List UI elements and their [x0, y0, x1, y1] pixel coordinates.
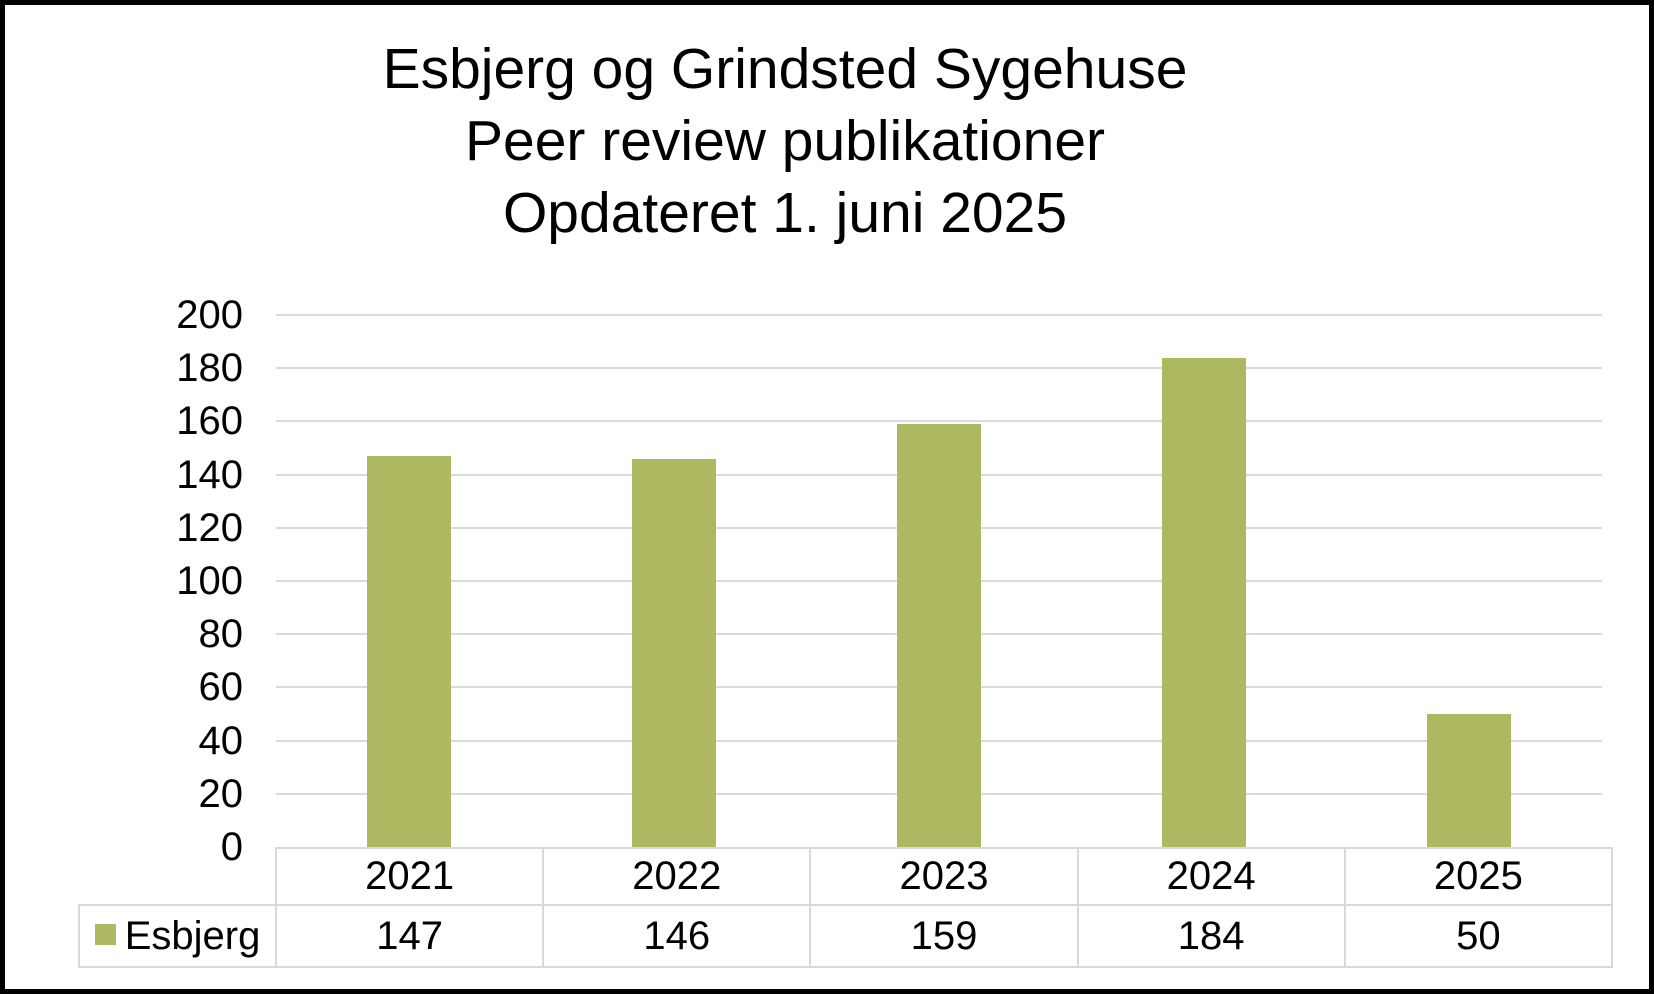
y-tick-label: 20: [198, 771, 244, 816]
y-axis: 200 180 160 140 120 100 80 60 40 20 0: [5, 295, 244, 887]
table-value-cell: 50: [1343, 904, 1613, 968]
table-value-cell: 147: [274, 904, 545, 968]
data-table: 2021 2022 2023 2024 2025 Esbjerg 147 146 159 184 5…: [78, 847, 1613, 968]
y-tick-label: 100: [176, 559, 243, 603]
table-value-cell: 146: [542, 904, 812, 968]
legend-cell: Esbjerg: [78, 904, 277, 968]
chart-title-line-3: Opdateret 1. juni 2025: [502, 181, 1068, 245]
y-tick-label: 60: [198, 665, 244, 710]
plot-area: [276, 314, 1602, 847]
bar-2021: [366, 455, 451, 847]
gridline: [276, 420, 1602, 423]
bar-2023: [897, 424, 981, 847]
x-axis-category-cell: 2023: [809, 847, 1079, 906]
y-tick-label: 200: [176, 293, 243, 337]
legend-swatch: [94, 924, 116, 946]
gridline: [276, 314, 1602, 316]
x-axis-category-cell: 2022: [542, 847, 812, 906]
y-tick-label: 120: [176, 505, 243, 550]
legend-series-label: Esbjerg: [124, 913, 261, 958]
x-axis-category-cell: 2025: [1343, 847, 1613, 906]
x-axis-category-cell: 2021: [274, 847, 545, 906]
y-tick-label: 160: [176, 399, 243, 444]
bar-2025: [1427, 714, 1512, 847]
y-tick-label: 180: [176, 346, 243, 391]
table-value-cell: 159: [809, 904, 1079, 968]
table-corner-spacer: [79, 848, 276, 905]
chart-title-line-2: Peer review publikationer: [465, 109, 1105, 173]
gridline: [276, 367, 1602, 370]
bar-2024: [1162, 357, 1247, 847]
y-tick-label: 0: [220, 825, 243, 869]
y-tick-label: 140: [176, 452, 243, 497]
bar-2022: [631, 458, 716, 847]
y-tick-label: 80: [198, 612, 244, 657]
y-tick-label: 40: [198, 718, 244, 763]
chart-title-line-1: Esbjerg og Grindsted Sygehuse: [382, 37, 1188, 101]
x-axis-category-cell: 2024: [1076, 847, 1346, 906]
table-value-cell: 184: [1076, 904, 1346, 968]
chart-title: Esbjerg og Grindsted Sygehuse Peer revie…: [5, 33, 1565, 249]
